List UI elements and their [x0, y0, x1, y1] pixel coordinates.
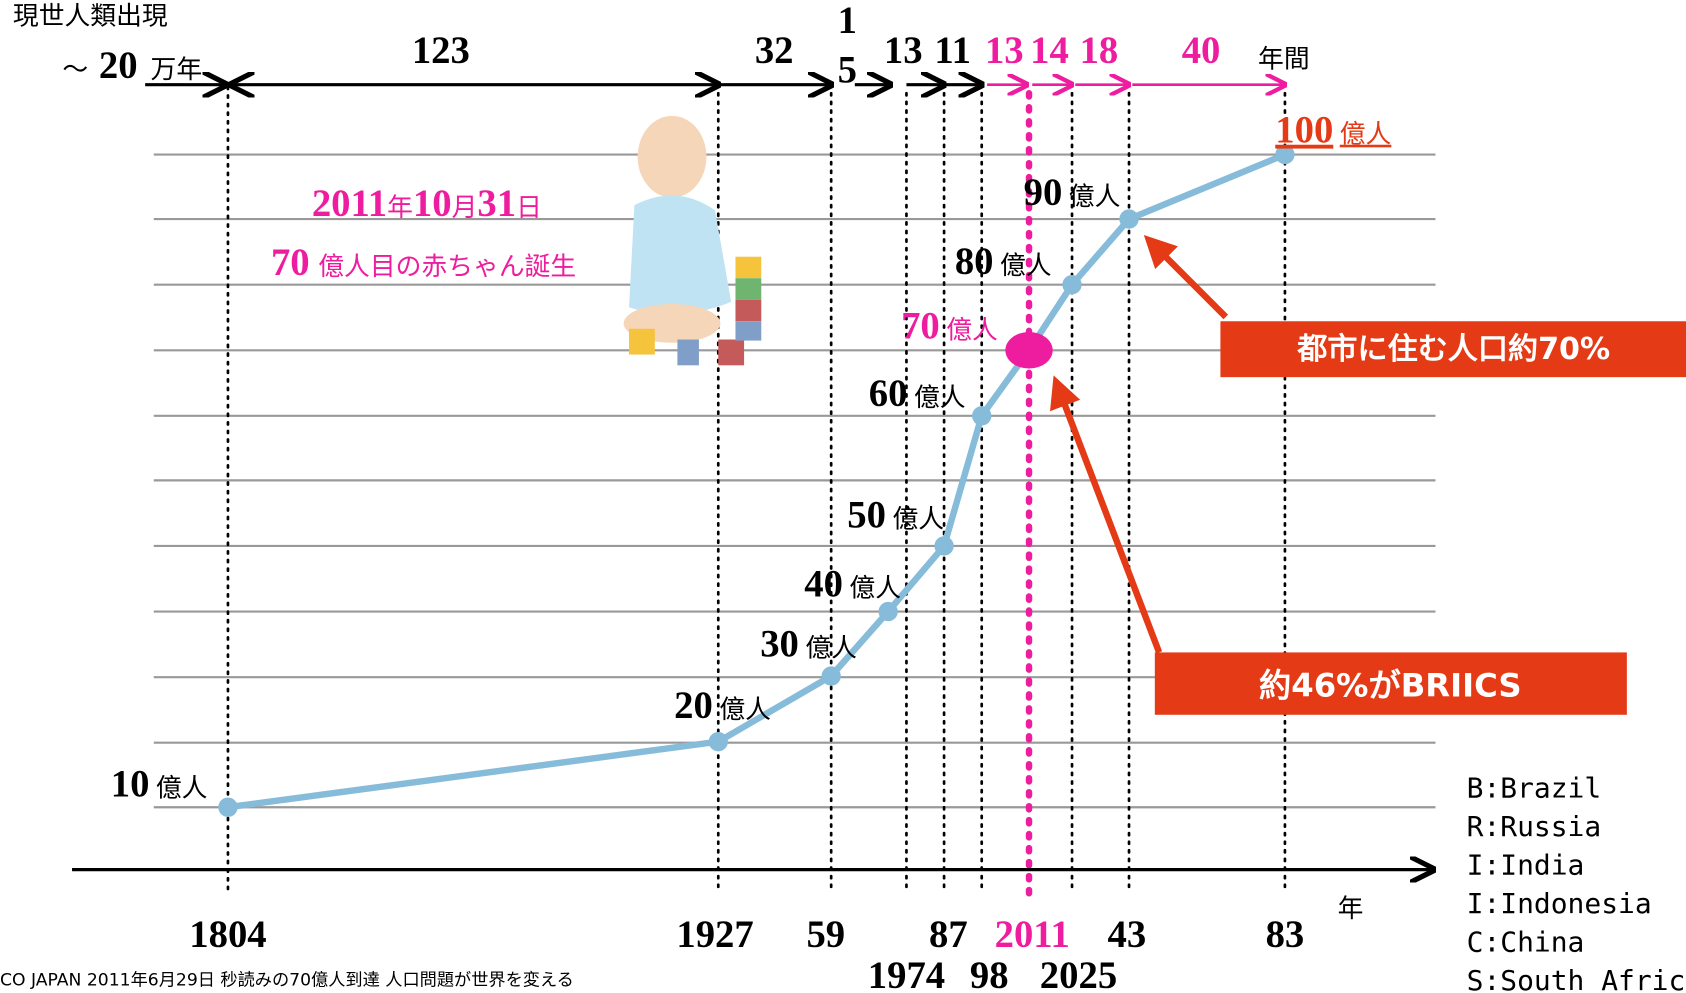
legend-item: R:Russia: [1467, 810, 1602, 843]
axis-unit: 年: [1338, 894, 1364, 924]
interval-label: 18: [1080, 30, 1119, 72]
annotation-number: 70: [271, 242, 310, 284]
population-unit: 億人: [1069, 182, 1121, 212]
origin-unit: 万年: [151, 55, 203, 85]
population-value: 90: [1024, 172, 1063, 214]
population-unit: 億人: [1000, 251, 1052, 281]
date-part: 年: [387, 193, 413, 223]
date-part: 10: [413, 183, 452, 225]
point: [1062, 275, 1081, 294]
population-value: 50: [847, 495, 886, 537]
annotation-text: 億人目の赤ちゃん誕生: [318, 252, 576, 282]
point: [934, 536, 953, 555]
population-value: 70: [901, 305, 940, 347]
point: [709, 732, 728, 751]
year-label: 87: [929, 914, 968, 956]
point: [972, 406, 991, 425]
year-label: 1804: [189, 914, 266, 956]
population-value: 30: [760, 624, 799, 666]
legend-item: I:India: [1467, 849, 1585, 882]
year-label: 1927: [676, 914, 753, 956]
year-label: 83: [1266, 914, 1305, 956]
source: CO JAPAN 2011年6月29日 秒読みの70億人到達 人口問題が世界を変…: [0, 971, 574, 991]
point: [1005, 332, 1052, 369]
year-label: 98: [970, 955, 1009, 993]
interval-label: 40: [1182, 30, 1221, 72]
annotation-date: 2011年10月31日: [312, 183, 542, 225]
population-unit: 億人: [1340, 120, 1392, 150]
legend-item: S:South Africa: [1467, 964, 1686, 993]
point: [218, 798, 237, 817]
date-part: 月: [452, 193, 478, 223]
interval-label: 14: [1030, 30, 1069, 72]
year-label: 1974: [868, 955, 945, 993]
year-label: 59: [806, 914, 845, 956]
population-value: 20: [674, 685, 713, 727]
population-value: 80: [955, 241, 994, 283]
population-value: 60: [869, 373, 908, 415]
interval-label: 13: [985, 30, 1024, 72]
date-part: 31: [477, 183, 516, 225]
callout-text: 約46%がBRIICS: [1259, 666, 1522, 704]
chart: 現世人類出現 ～ 20 万年 年間 年 10億人180420億人192730億人…: [0, 0, 1686, 993]
date-part: 日: [516, 193, 542, 223]
interval-unit: 年間: [1258, 44, 1310, 74]
legend-item: I:Indonesia: [1467, 887, 1652, 920]
population-unit: 億人: [849, 573, 901, 603]
legend-item: C:China: [1467, 926, 1585, 959]
population-value: 10: [111, 763, 150, 805]
population-value: 100: [1275, 110, 1333, 152]
origin-prefix: ～: [62, 55, 88, 85]
legend-item: B:Brazil: [1467, 772, 1602, 805]
origin-value: 20: [99, 45, 138, 87]
interval-label: 13: [884, 30, 923, 72]
population-unit: 億人: [892, 505, 944, 535]
population-unit: 億人: [156, 773, 208, 803]
interval-label: 11: [934, 30, 971, 72]
population-unit: 億人: [946, 315, 998, 345]
year-label: 2011: [995, 914, 1070, 956]
point: [821, 666, 840, 685]
interval-label: 123: [412, 30, 470, 72]
point: [1119, 209, 1138, 228]
background: [0, 1, 1686, 992]
point: [878, 602, 897, 621]
population-unit: 億人: [805, 634, 857, 664]
interval-label: 32: [755, 30, 794, 72]
callout-text: 都市に住む人口約70%: [1296, 332, 1610, 367]
population-unit: 億人: [719, 695, 771, 725]
year-label: 43: [1108, 914, 1147, 956]
date-part: 2011: [312, 183, 387, 225]
year-label: 2025: [1040, 955, 1117, 993]
population-unit: 億人: [914, 383, 966, 413]
origin-title: 現世人類出現: [13, 1, 168, 31]
population-value: 40: [804, 563, 843, 605]
